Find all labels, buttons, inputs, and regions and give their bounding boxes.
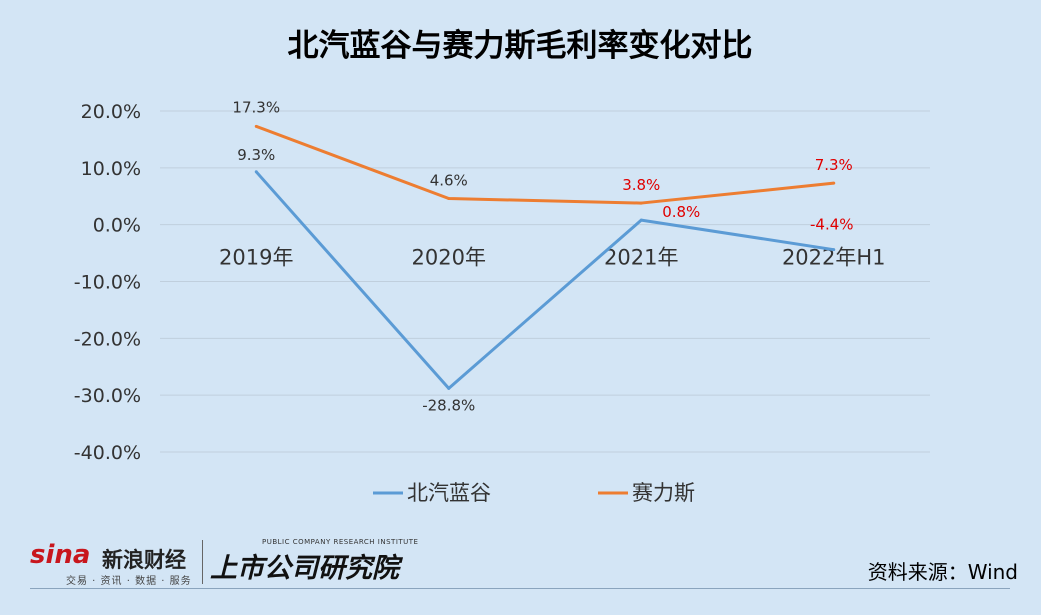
x-tick-label: 2020年 bbox=[412, 246, 486, 270]
y-tick-label: -20.0% bbox=[74, 328, 141, 350]
gridlines bbox=[160, 110, 930, 453]
y-tick-label: 20.0% bbox=[81, 101, 141, 123]
y-tick-label: -10.0% bbox=[74, 272, 141, 294]
data-label: 0.8% bbox=[662, 203, 700, 221]
sina-logo-cn: 新浪财经 bbox=[102, 548, 186, 572]
footer-divider bbox=[30, 588, 1010, 589]
data-labels: 9.3% -28.8% 0.8% -4.4% 17.3% 4.6% 3.8% 7.3% bbox=[232, 98, 853, 414]
y-tick-label: 10.0% bbox=[81, 158, 141, 180]
data-label: 4.6% bbox=[430, 172, 468, 190]
y-axis: 20.0% 10.0% 0.0% -10.0% -20.0% -30.0% -40.0% bbox=[74, 101, 141, 464]
legend-label: 赛力斯 bbox=[632, 481, 695, 505]
data-point bbox=[254, 170, 258, 174]
sina-logo-word: sina bbox=[30, 540, 91, 570]
series-lines bbox=[254, 124, 836, 390]
data-point bbox=[832, 248, 836, 252]
data-point bbox=[447, 197, 451, 201]
data-point bbox=[639, 218, 643, 222]
data-label: 7.3% bbox=[815, 156, 853, 174]
logo-divider bbox=[202, 540, 203, 584]
chart-title: 北汽蓝谷与赛力斯毛利率变化对比 bbox=[288, 28, 753, 64]
y-tick-label: -30.0% bbox=[74, 385, 141, 407]
legend: 北汽蓝谷 赛力斯 bbox=[373, 481, 695, 505]
x-tick-label: 2019年 bbox=[219, 246, 293, 270]
x-axis: 2019年 2020年 2021年 2022年H1 bbox=[219, 246, 886, 270]
data-point bbox=[832, 181, 836, 185]
legend-label: 北汽蓝谷 bbox=[407, 481, 491, 505]
data-point bbox=[447, 386, 451, 390]
data-point bbox=[254, 124, 258, 128]
x-tick-label: 2021年 bbox=[604, 246, 678, 270]
chart: 北汽蓝谷与赛力斯毛利率变化对比 20.0% 10.0% 0.0% -10.0% -20.… bbox=[74, 28, 930, 505]
sina-logo-subtitle: 交易 · 资讯 · 数据 · 服务 bbox=[66, 576, 192, 587]
data-label: 17.3% bbox=[232, 98, 280, 116]
data-label: -28.8% bbox=[422, 396, 475, 414]
y-tick-label: 0.0% bbox=[93, 215, 141, 237]
data-label: 3.8% bbox=[622, 176, 660, 194]
data-label: 9.3% bbox=[237, 146, 275, 164]
data-point bbox=[639, 201, 643, 205]
footer: sina 新浪财经 交易 · 资讯 · 数据 · 服务 PUBLIC COMPA… bbox=[0, 528, 1041, 615]
series-line bbox=[255, 124, 834, 205]
source-note: 资料来源：Wind bbox=[867, 560, 1018, 584]
institute-logo-en: PUBLIC COMPANY RESEARCH INSTITUTE bbox=[262, 538, 419, 546]
series-line bbox=[255, 170, 834, 390]
institute-logo-cn: 上市公司研究院 bbox=[210, 553, 399, 584]
data-label: -4.4% bbox=[810, 216, 854, 234]
y-tick-label: -40.0% bbox=[74, 442, 141, 464]
